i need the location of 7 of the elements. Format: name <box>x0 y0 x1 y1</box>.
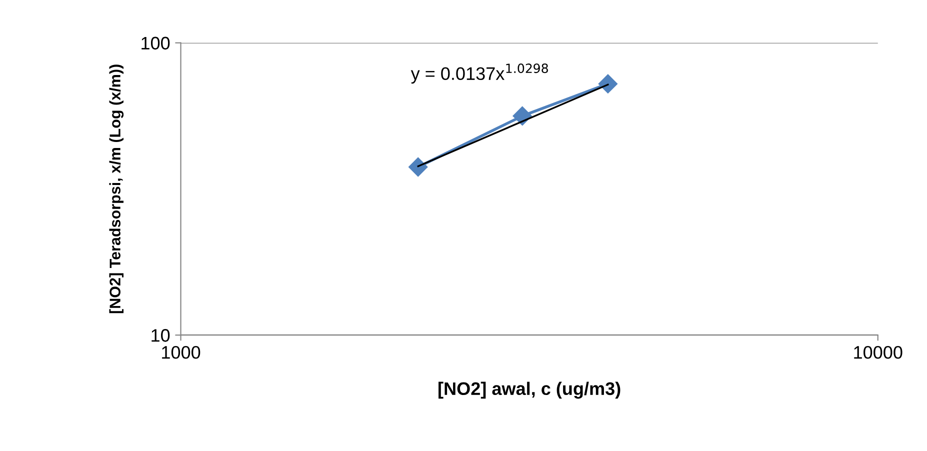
y-tick-label: 10 <box>152 329 170 342</box>
x-tick-label: 10000 <box>854 346 902 359</box>
x-tick-label: 1000 <box>162 346 200 359</box>
y-axis-title: [NO2] Teradsorpsi, x/m (Log (x/m)) <box>109 64 124 314</box>
y-tick-label: 100 <box>142 36 170 50</box>
annotation: y = 0.0137x$^{1.0298}$ <box>410 64 548 84</box>
x-axis-title: [NO2] awal, c (ug/m3) <box>438 382 620 399</box>
